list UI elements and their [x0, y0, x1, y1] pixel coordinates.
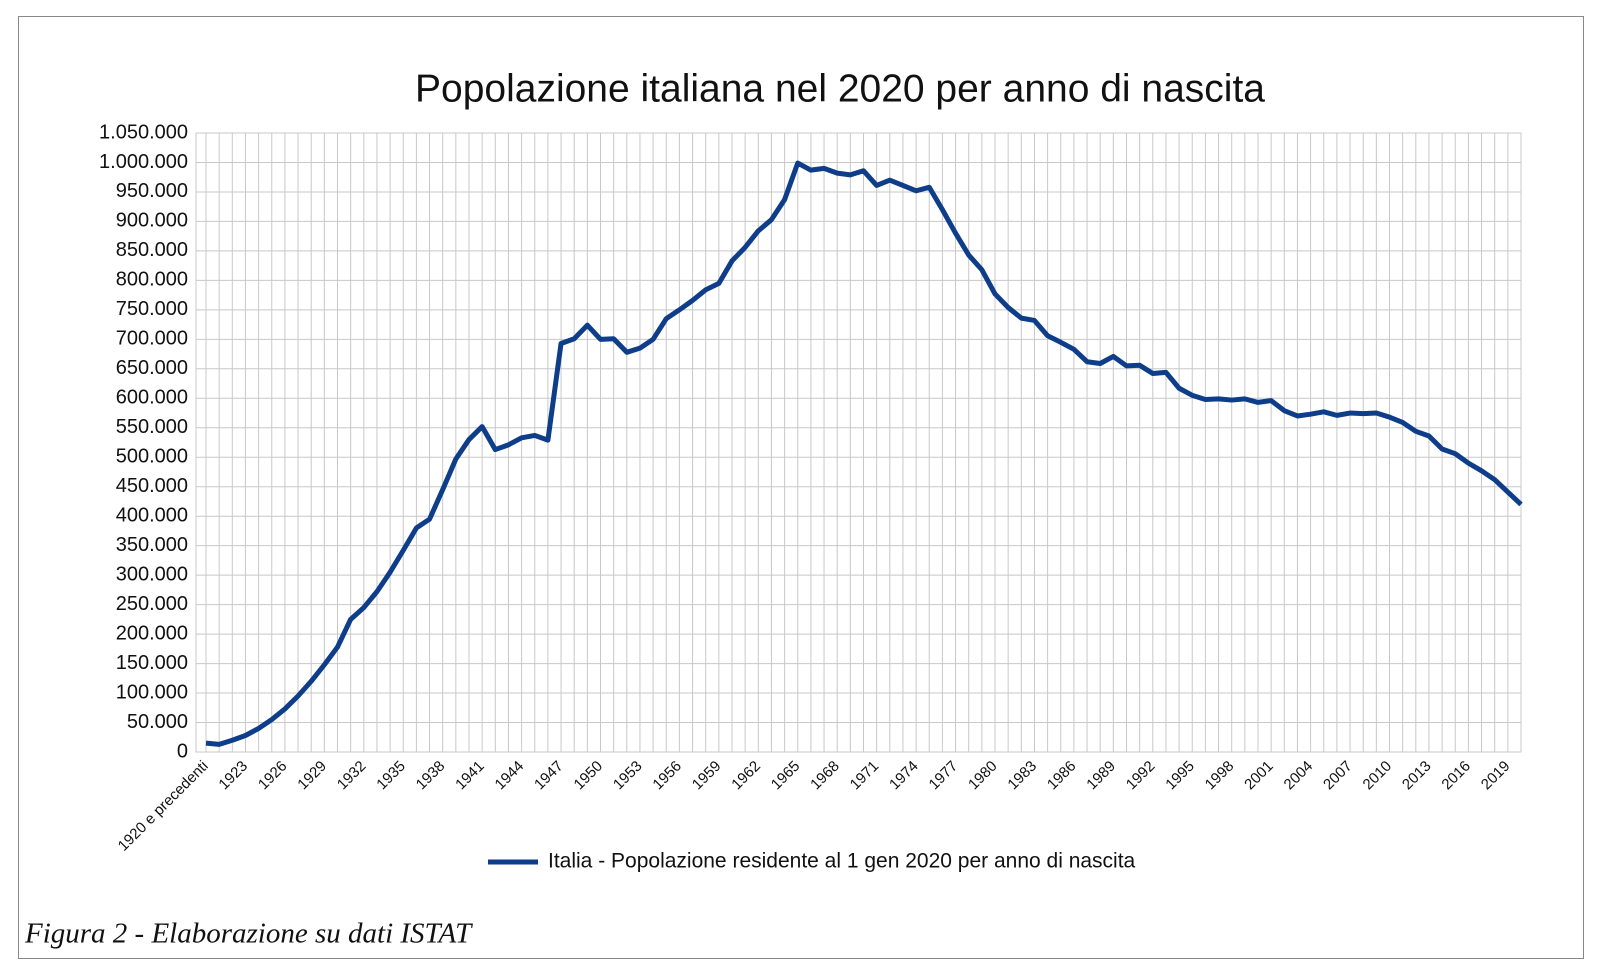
y-tick-label: 350.000 [116, 534, 188, 556]
y-tick-label: 700.000 [116, 328, 188, 350]
y-tick-label: 750.000 [116, 298, 188, 320]
line-series [205, 160, 1523, 747]
y-tick-label: 950.000 [116, 180, 188, 202]
y-tick-label: 250.000 [116, 593, 188, 615]
y-tick-label: 0 [177, 740, 188, 762]
y-tick-label: 500.000 [116, 446, 188, 468]
y-tick-label: 650.000 [116, 357, 188, 379]
y-tick-label: 50.000 [127, 711, 188, 733]
y-tick-label: 900.000 [116, 210, 188, 232]
y-tick-label: 850.000 [116, 239, 188, 261]
y-tick-label: 450.000 [116, 475, 188, 497]
caption: Figura 2 - Elaborazione su dati ISTAT [24, 918, 473, 950]
y-tick-label: 800.000 [116, 269, 188, 291]
y-tick-label: 550.000 [116, 416, 188, 438]
y-tick-label: 400.000 [116, 504, 188, 526]
y-tick-label: 150.000 [116, 652, 188, 674]
legend-label: Italia - Popolazione residente al 1 gen … [548, 850, 1136, 873]
y-tick-label: 200.000 [116, 622, 188, 644]
plot-border [195, 132, 1522, 753]
chart-title: Popolazione italiana nel 2020 per anno d… [415, 67, 1265, 110]
y-tick-label: 1.000.000 [99, 151, 188, 173]
y-tick-label: 300.000 [116, 563, 188, 585]
frame [18, 16, 1584, 959]
y-tick-label: 1.050.000 [99, 121, 188, 143]
y-tick-label: 600.000 [116, 387, 188, 409]
y-tick-label: 100.000 [116, 681, 188, 703]
